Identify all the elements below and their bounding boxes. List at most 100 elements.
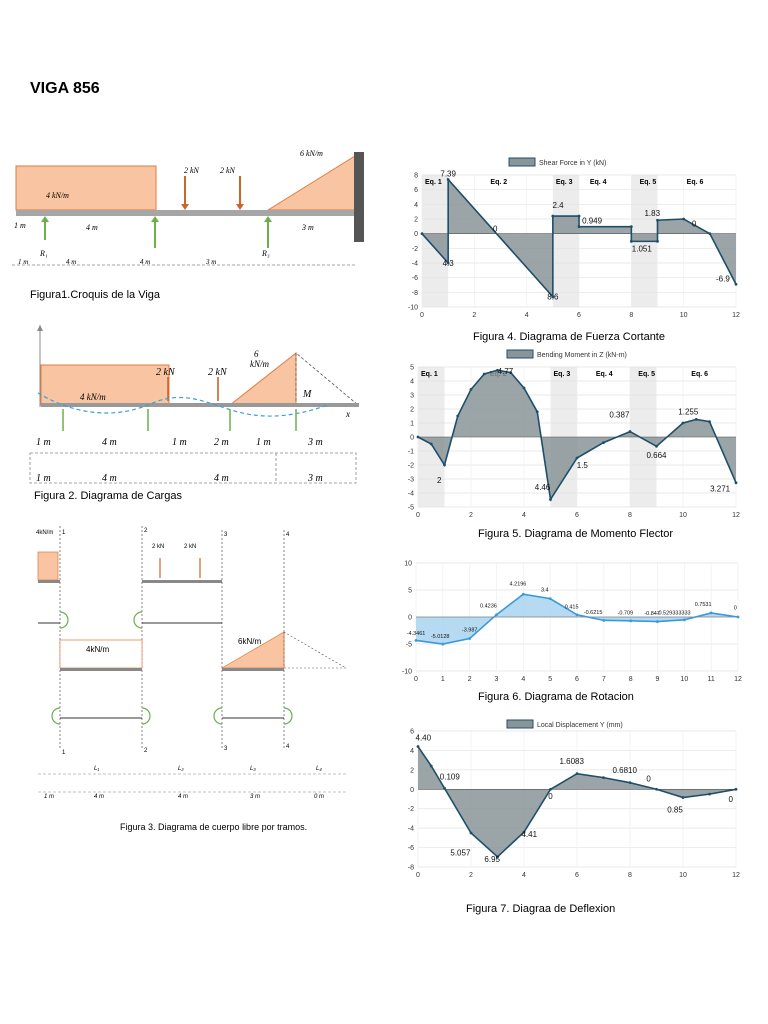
span-label: 1 m — [172, 437, 187, 448]
x-tick-label: 0 — [416, 872, 420, 879]
data-point — [575, 613, 579, 617]
data-label: 4.40 — [416, 734, 432, 743]
figure-3-caption: Figura 3. Diagrama de cuerpo libre por t… — [120, 822, 308, 832]
data-point — [551, 295, 555, 299]
x-tick-label: 2 — [472, 312, 476, 319]
segment-label: Eq. 5 — [640, 179, 657, 186]
data-point — [629, 239, 633, 243]
data-point — [456, 414, 460, 418]
data-point — [656, 620, 659, 623]
segment-label: Eq. 5 — [638, 371, 655, 378]
data-label: 0.4236 — [480, 603, 497, 609]
data-point — [482, 372, 486, 376]
data-point — [443, 786, 446, 790]
node-label: 3 — [224, 746, 228, 752]
data-point — [682, 618, 686, 622]
point-load-1-label: 2 kN — [156, 367, 176, 378]
data-label: 0.109 — [440, 773, 461, 782]
data-point — [551, 214, 555, 218]
y-tick-label: -8 — [412, 290, 418, 297]
data-point — [577, 225, 581, 229]
x-tick-label: 4 — [521, 676, 525, 683]
data-point — [577, 214, 581, 218]
data-point — [469, 388, 473, 391]
dim-label: 3 m — [250, 794, 260, 800]
data-point — [416, 745, 420, 748]
point-load-2-label: 2 kN — [220, 166, 236, 175]
data-point — [468, 637, 472, 640]
data-point — [602, 776, 605, 780]
tri-load-label-a: 6 — [254, 349, 259, 359]
x-tick-label: 0 — [420, 312, 424, 319]
data-label: 0.415 — [565, 604, 579, 610]
x-tick-label: 4 — [525, 312, 529, 319]
y-tick-label: -1 — [408, 449, 414, 456]
point-load-2-label: 2 kN — [208, 367, 228, 378]
y-tick-label: 6 — [410, 729, 414, 736]
y-tick-label: 2 — [410, 407, 414, 414]
data-point — [734, 787, 738, 791]
span-label: 2 m — [214, 437, 229, 448]
legend-swatch — [506, 349, 534, 359]
y-tick-label: 0 — [408, 615, 412, 622]
data-point — [709, 611, 713, 615]
legend-label: Shear Force in Y (kN) — [539, 160, 606, 167]
x-tick-label: 10 — [679, 512, 687, 519]
y-tick-label: -2 — [412, 246, 418, 253]
figure-4-caption: Figura 4. Diagrama de Fuerza Cortante — [473, 331, 665, 343]
data-point — [522, 830, 526, 834]
seg-dist-load-label: 4kN/m — [86, 645, 109, 654]
legend-swatch — [508, 157, 536, 167]
x-tick-label: 2 — [469, 512, 473, 519]
y-tick-label: -6 — [408, 845, 414, 852]
data-label: 0.664 — [646, 451, 667, 460]
data-point — [694, 418, 698, 421]
figure-1-caption: Figura1.Croquis de la Viga — [30, 289, 161, 301]
node-label: 3 — [224, 532, 228, 538]
data-label: 4.77 — [498, 367, 514, 376]
data-point — [429, 764, 433, 768]
legend-label: Local Displacement Y (mm) — [537, 722, 623, 729]
x-tick-label: 2 — [468, 676, 472, 683]
y-tick-label: 5 — [410, 365, 414, 372]
segment-label: Eq. 3 — [554, 371, 571, 378]
node-label: 1 — [62, 750, 66, 756]
seg2-load-label: 2 kN — [184, 544, 196, 550]
reaction-label: R₁ — [39, 249, 48, 258]
node-label: 4 — [286, 532, 290, 538]
data-point — [496, 368, 499, 372]
dim-label: 3 m — [307, 473, 323, 484]
data-point — [549, 498, 552, 501]
L-label: L₂ — [178, 766, 184, 772]
x-tick-label: 11 — [708, 676, 715, 683]
data-point — [681, 796, 685, 799]
L-label: L₁ — [94, 766, 99, 772]
span-label: 1 m — [14, 221, 26, 230]
data-label: 4.41 — [522, 830, 538, 839]
data-point — [469, 831, 473, 835]
data-point — [734, 481, 738, 485]
x-tick-label: 10 — [680, 676, 688, 683]
data-label: 2.4 — [553, 201, 565, 210]
data-point — [414, 639, 418, 642]
point-load-1-label: 2 kN — [184, 166, 200, 175]
y-tick-label: 1 — [410, 421, 414, 428]
data-label: 1.5 — [577, 461, 589, 470]
L-label: L₃ — [250, 766, 256, 772]
data-point — [656, 239, 659, 243]
moment-label: M — [302, 389, 312, 400]
data-point — [441, 642, 445, 646]
y-tick-label: 2 — [414, 217, 418, 224]
data-point — [681, 421, 685, 425]
seg-tri-load-label: 6kN/m — [238, 637, 261, 646]
legend-swatch — [506, 719, 534, 729]
data-point — [602, 441, 605, 444]
data-point — [509, 371, 513, 374]
triangular-load — [266, 155, 356, 211]
segment-label: Eq. 4 — [596, 371, 613, 378]
x-tick-label: 5 — [548, 676, 552, 683]
data-label: 0.387 — [609, 410, 630, 419]
series-line — [417, 746, 737, 858]
